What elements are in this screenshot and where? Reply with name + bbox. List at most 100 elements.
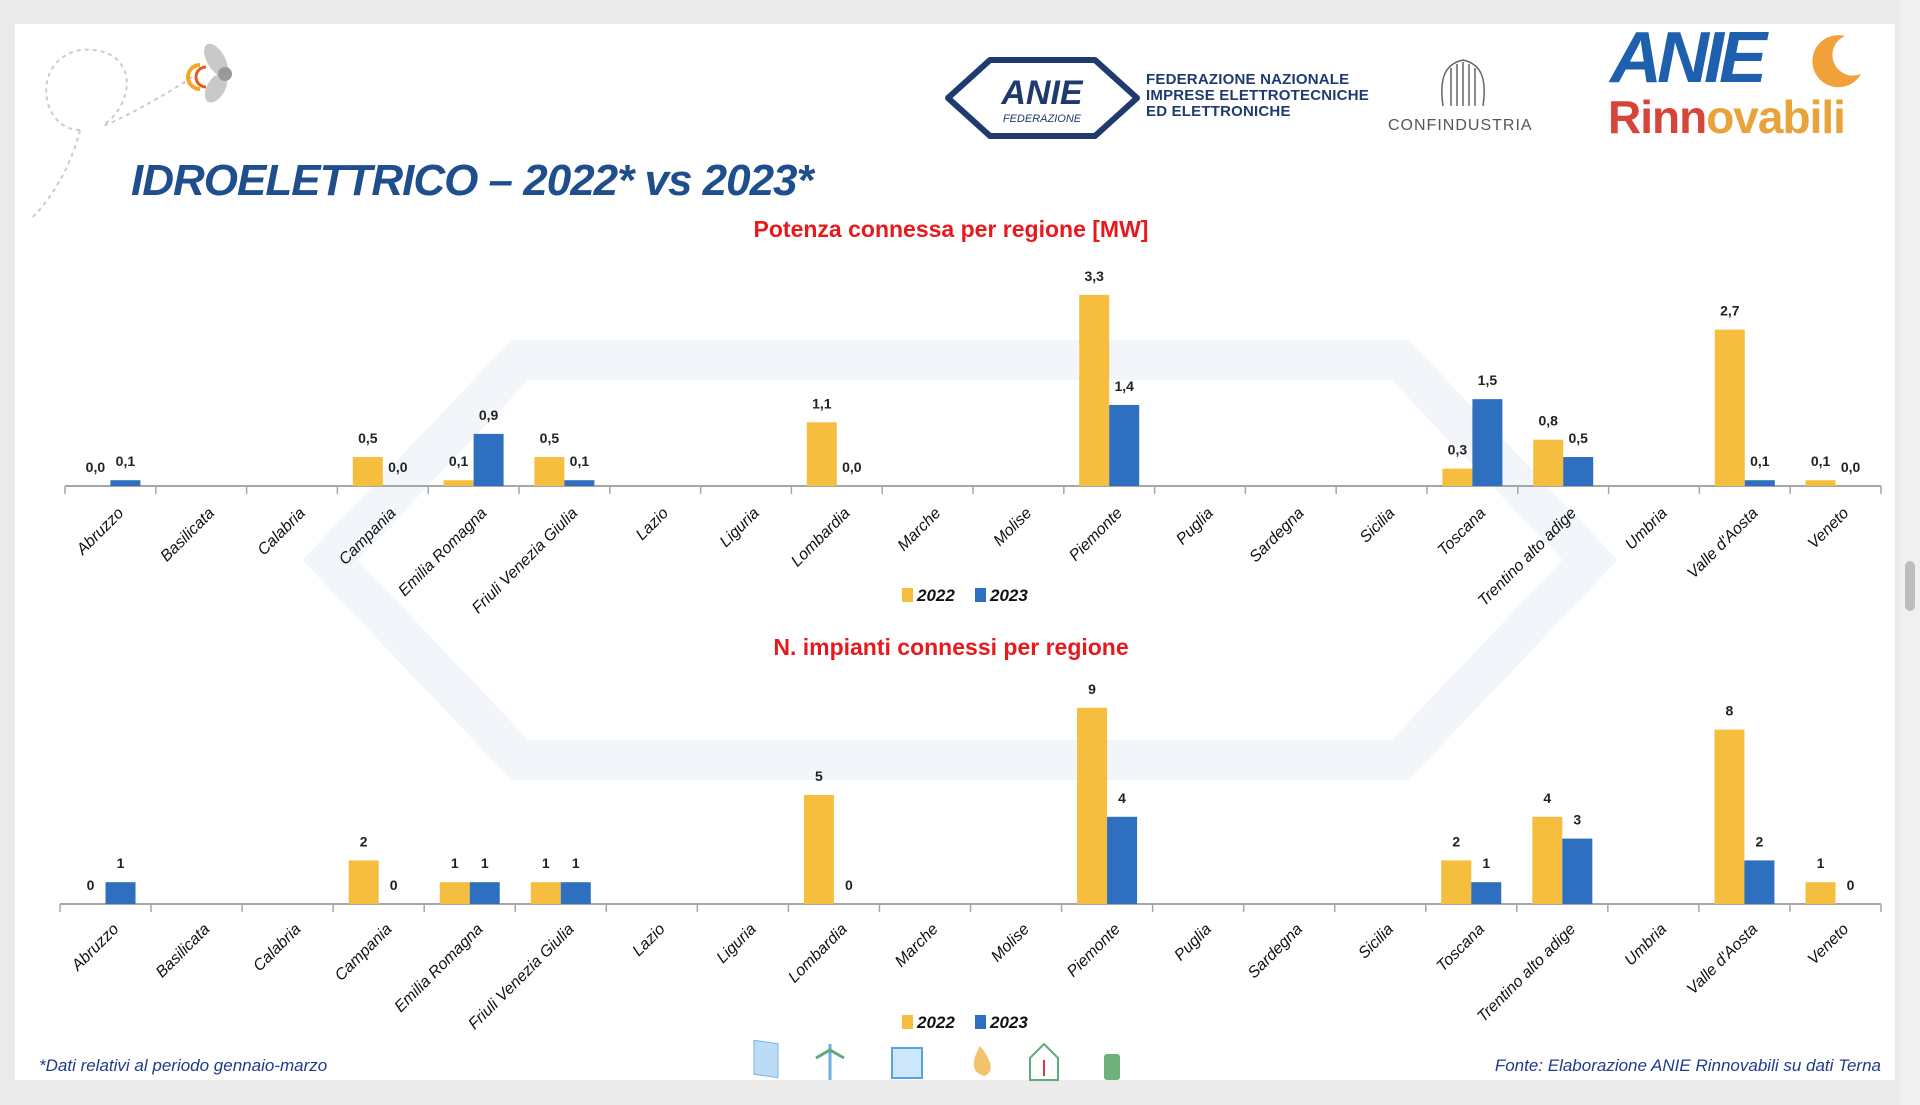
chart2-title: N. impianti connessi per regione — [773, 634, 1129, 660]
data-label: 1 — [572, 855, 580, 871]
data-label: 2 — [360, 833, 368, 849]
data-label: 1,5 — [1478, 372, 1498, 388]
bar-2023-friuli-venezia-giulia — [560, 882, 591, 904]
anie-federazione-logo: ANIE FEDERAZIONE — [945, 57, 1140, 139]
data-label: 0,0 — [388, 459, 408, 475]
data-label: 0,1 — [1811, 453, 1831, 469]
chart1-title: Potenza connessa per regione [MW] — [753, 216, 1149, 242]
bar-2023-trentino-alto-adige — [1562, 838, 1593, 904]
data-label: 0,1 — [570, 453, 590, 469]
data-label: 4 — [1118, 790, 1126, 806]
bar-2022-piemonte — [1077, 707, 1108, 904]
x-tick-label: Sicilia — [1357, 505, 1399, 547]
data-label: 2,7 — [1720, 303, 1740, 319]
bar-2022-lombardia — [803, 795, 834, 904]
bar-2022-emilia-romagna — [439, 882, 470, 904]
bar-2023-trentino-alto-adige — [1563, 457, 1594, 486]
footnote: *Dati relativi al periodo gennaio-marzo — [39, 1056, 328, 1075]
anie-rinnovabili-logo: ANIE — [1610, 18, 1767, 98]
data-label: 0,1 — [116, 453, 136, 469]
data-label: 0,0 — [86, 459, 106, 475]
x-tick-label: Toscana — [1435, 505, 1489, 559]
bar-2022-campania — [352, 457, 383, 486]
data-label: 0,3 — [1448, 442, 1468, 458]
x-tick-label: Basilicata — [158, 505, 219, 566]
data-label: 3 — [1573, 812, 1581, 828]
x-tick-label: Trentino alto adige — [1474, 921, 1579, 1026]
scrollbar[interactable] — [1900, 0, 1920, 1105]
solar-thermal-icon — [891, 1047, 923, 1079]
bar-2022-piemonte — [1079, 294, 1110, 486]
anie-watermark — [302, 340, 1618, 780]
x-tick-label: Marche — [892, 921, 942, 971]
data-label: 0,5 — [540, 430, 560, 446]
x-tick-label: Veneto — [1805, 505, 1853, 553]
bar-2023-piemonte — [1107, 816, 1138, 904]
sun-moon-icon — [1812, 35, 1861, 88]
bar-2023-friuli-venezia-giulia — [564, 480, 595, 486]
x-tick-label: Calabria — [255, 505, 309, 559]
svg-text:ANIE: ANIE — [1000, 74, 1084, 112]
x-tick-label: Lombardia — [788, 505, 854, 571]
x-tick-label: Puglia — [1171, 921, 1215, 965]
bar-2022-emilia-romagna — [443, 480, 474, 486]
bar-2022-veneto — [1805, 882, 1836, 904]
data-label: 5 — [815, 768, 823, 784]
source-note: Fonte: Elaborazione ANIE Rinnovabili su … — [1494, 1056, 1881, 1075]
data-label: 4 — [1543, 790, 1551, 806]
x-tick-label: Campania — [332, 921, 396, 985]
rinnovabili-suffix: ovabili — [1706, 91, 1846, 143]
data-label: 0,0 — [1841, 459, 1861, 475]
legend-swatch-2023 — [975, 588, 986, 602]
data-label: 1 — [481, 855, 489, 871]
page-title: IDROELETTRICO – 2022* vs 2023* — [131, 156, 814, 205]
x-tick-label: Veneto — [1805, 921, 1853, 969]
bar-2023-piemonte — [1109, 404, 1140, 486]
data-label: 1 — [117, 855, 125, 871]
scrollbar-thumb[interactable] — [1905, 561, 1915, 611]
recycle-battery-icon — [1104, 1054, 1120, 1080]
data-label: 1,4 — [1114, 378, 1134, 394]
data-label: 9 — [1088, 681, 1096, 697]
x-tick-label: Puglia — [1173, 505, 1217, 549]
x-tick-label: Piemonte — [1066, 505, 1126, 565]
wind-turbine-icon — [815, 1044, 845, 1080]
data-label: 2 — [1452, 833, 1460, 849]
bar-2023-emilia-romagna — [469, 882, 500, 904]
legend-swatch-2022 — [902, 1015, 913, 1029]
data-label: 2 — [1756, 833, 1764, 849]
legend-label-2022: 2022 — [916, 586, 955, 605]
x-tick-label: Lazio — [633, 505, 672, 544]
x-tick-label: Liguria — [714, 921, 760, 967]
footer-icons — [752, 1036, 1132, 1082]
x-tick-label: Molise — [991, 505, 1036, 550]
federazione-text: FEDERAZIONE NAZIONALE IMPRESE ELETTROTEC… — [1146, 71, 1369, 120]
bar-2022-lombardia — [806, 422, 837, 486]
x-tick-label: Basilicata — [153, 921, 214, 982]
data-label: 0,8 — [1538, 413, 1558, 429]
data-label: 0,0 — [842, 459, 862, 475]
x-tick-label: Marche — [895, 505, 945, 555]
data-label: 0 — [1847, 877, 1855, 893]
bar-2022-trentino-alto-adige — [1532, 816, 1563, 904]
data-label: 0,1 — [449, 453, 469, 469]
bar-2023-toscana — [1472, 399, 1503, 486]
bar-2022-friuli-venezia-giulia — [534, 457, 565, 486]
x-tick-label: Toscana — [1434, 921, 1488, 975]
x-tick-label: Abruzzo — [68, 921, 122, 975]
legend-label-2023: 2023 — [989, 1013, 1028, 1032]
x-tick-label: Valle d'Aosta — [1684, 921, 1761, 998]
legend-label-2022: 2022 — [916, 1013, 955, 1032]
bar-2023-valle-d-aosta — [1744, 480, 1775, 486]
bar-2022-friuli-venezia-giulia — [530, 882, 561, 904]
x-tick-label: Emilia Romagna — [392, 921, 487, 1016]
x-tick-label: Abruzzo — [73, 505, 127, 559]
x-tick-label: Lombardia — [785, 921, 851, 987]
data-label: 1 — [451, 855, 459, 871]
x-tick-label: Valle d'Aosta — [1684, 505, 1761, 582]
bar-2022-veneto — [1805, 480, 1836, 486]
data-label: 1,1 — [812, 395, 832, 411]
x-tick-label: Emilia Romagna — [395, 505, 490, 600]
data-label: 0,1 — [1750, 453, 1770, 469]
data-label: 1 — [1482, 855, 1490, 871]
